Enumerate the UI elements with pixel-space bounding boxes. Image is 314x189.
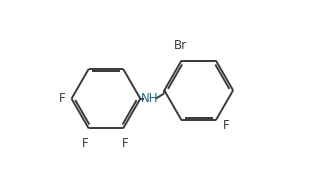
- Text: F: F: [223, 119, 230, 132]
- Text: F: F: [82, 137, 89, 150]
- Text: NH: NH: [141, 92, 159, 105]
- Text: Br: Br: [174, 39, 187, 52]
- Text: F: F: [59, 92, 65, 105]
- Text: F: F: [122, 137, 128, 150]
